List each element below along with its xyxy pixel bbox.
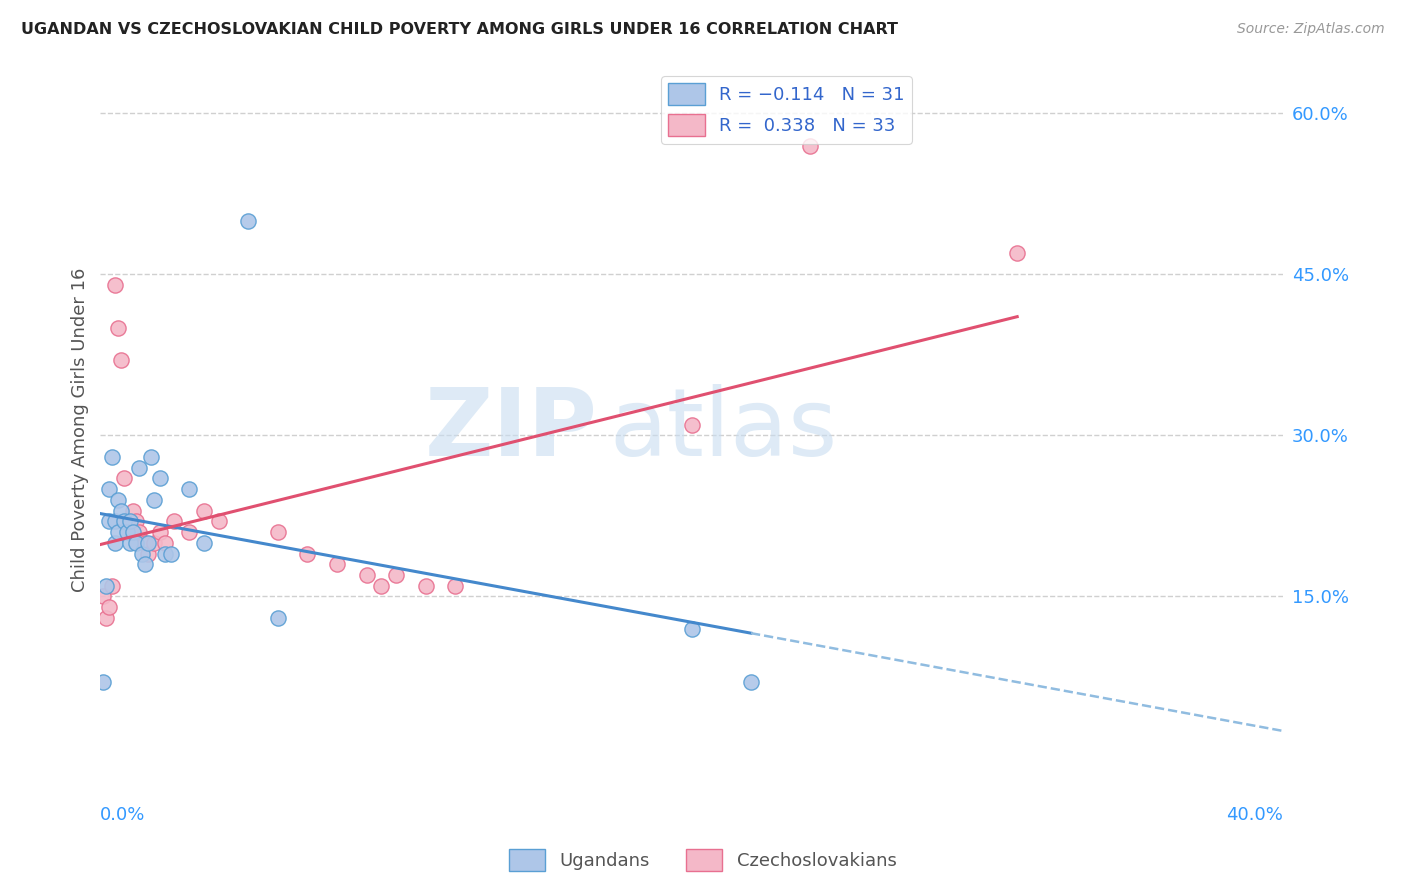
Point [326, 558, 349, 572]
Point [177, 524, 200, 539]
Point [98, 514, 121, 528]
Point [681, 417, 703, 432]
Point [155, 547, 177, 561]
Point [267, 611, 290, 625]
Point [208, 514, 231, 528]
Point [444, 579, 467, 593]
Point [98, 600, 121, 615]
Point [115, 524, 138, 539]
Point [136, 536, 159, 550]
Point [128, 524, 150, 539]
Point [155, 536, 177, 550]
Point [238, 213, 260, 227]
Point [104, 278, 127, 293]
Point [128, 460, 150, 475]
Point [131, 547, 153, 561]
Point [385, 568, 408, 582]
Point [681, 622, 703, 636]
Point [107, 492, 129, 507]
Point [136, 547, 159, 561]
Point [297, 547, 319, 561]
Point [101, 450, 124, 464]
Text: 0.0%: 0.0% [100, 805, 146, 824]
Point [740, 675, 762, 690]
Text: ZIP: ZIP [425, 384, 598, 476]
Legend: R = −0.114   N = 31, R =  0.338   N = 33: R = −0.114 N = 31, R = 0.338 N = 33 [661, 76, 911, 144]
Point [104, 514, 127, 528]
Point [142, 492, 165, 507]
Point [122, 503, 145, 517]
Point [110, 353, 132, 368]
Point [118, 536, 141, 550]
Legend: Ugandans, Czechoslovakians: Ugandans, Czechoslovakians [502, 842, 904, 879]
Point [139, 450, 162, 464]
Point [125, 514, 148, 528]
Point [91, 675, 114, 690]
Point [91, 590, 114, 604]
Point [415, 579, 437, 593]
Point [163, 514, 186, 528]
Point [107, 321, 129, 335]
Point [96, 611, 118, 625]
Point [118, 514, 141, 528]
Point [193, 536, 215, 550]
Point [110, 503, 132, 517]
Point [112, 514, 135, 528]
Point [104, 536, 127, 550]
Text: Source: ZipAtlas.com: Source: ZipAtlas.com [1237, 22, 1385, 37]
Point [177, 482, 200, 496]
Point [134, 558, 156, 572]
Point [134, 536, 156, 550]
Point [101, 579, 124, 593]
Point [160, 547, 183, 561]
Text: atlas: atlas [609, 384, 838, 476]
Point [267, 524, 290, 539]
Point [98, 482, 121, 496]
Point [142, 536, 165, 550]
Y-axis label: Child Poverty Among Girls Under 16: Child Poverty Among Girls Under 16 [72, 268, 89, 592]
Point [118, 524, 141, 539]
Point [115, 514, 138, 528]
Point [107, 524, 129, 539]
Point [799, 138, 821, 153]
Point [148, 524, 170, 539]
Point [356, 568, 378, 582]
Point [148, 471, 170, 485]
Point [1005, 245, 1028, 260]
Point [122, 524, 145, 539]
Point [193, 503, 215, 517]
Point [125, 536, 148, 550]
Text: 40.0%: 40.0% [1226, 805, 1284, 824]
Text: UGANDAN VS CZECHOSLOVAKIAN CHILD POVERTY AMONG GIRLS UNDER 16 CORRELATION CHART: UGANDAN VS CZECHOSLOVAKIAN CHILD POVERTY… [21, 22, 898, 37]
Point [96, 579, 118, 593]
Point [370, 579, 392, 593]
Point [112, 471, 135, 485]
